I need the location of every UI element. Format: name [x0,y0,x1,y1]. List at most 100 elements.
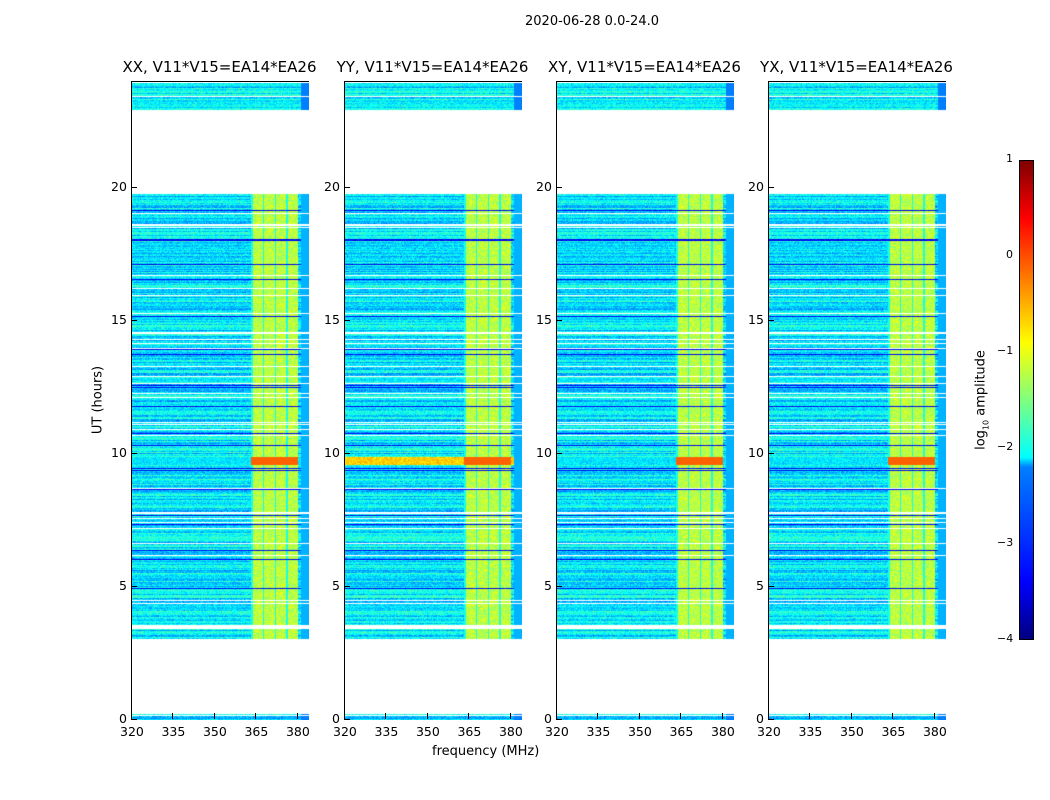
waterfall-panel-2 [556,81,734,720]
x-tick-mark [933,713,935,719]
x-tick-label: 335 [798,724,823,739]
y-tick-label: 10 [324,445,340,461]
heatmap-image [557,82,734,720]
x-tick-label: 350 [415,724,440,739]
y-tick-label: 0 [332,711,340,726]
colorbar-tick-label: 1 [1006,152,1013,165]
y-tick-label: 15 [536,312,552,328]
y-tick-label: 15 [111,312,127,328]
suptitle: 2020-06-28 0.0-24.0 [525,14,659,29]
heatmap-image [345,82,522,720]
y-tick-label: 10 [748,445,764,461]
panel-title: XY, V11*V15=EA14*EA26 [548,58,741,76]
y-tick-mark [556,586,562,588]
x-tick-label: 380 [922,724,947,739]
colorbar-tick-label: −1 [997,344,1014,357]
x-tick-mark [892,713,894,719]
waterfall-panel-3 [768,81,946,720]
y-tick-label: 20 [536,179,552,195]
x-tick-label: 365 [457,724,482,739]
x-tick-mark [809,713,811,719]
x-tick-label: 380 [285,724,310,739]
waterfall-panel-0 [131,81,309,720]
y-tick-label: 5 [332,578,340,594]
x-tick-label: 335 [374,724,399,739]
x-tick-label: 320 [120,724,144,739]
x-tick-label: 320 [757,724,781,739]
y-tick-label: 15 [324,312,340,328]
y-tick-label: 0 [544,711,552,726]
x-tick-mark [172,713,174,719]
x-tick-mark [556,713,557,719]
y-tick-mark [768,719,774,720]
x-tick-label: 380 [498,724,523,739]
y-tick-mark [344,453,350,455]
y-tick-label: 10 [536,445,552,461]
panel-title: YX, V11*V15=EA14*EA26 [760,58,953,76]
x-tick-mark [296,713,298,719]
y-tick-label: 20 [111,179,127,195]
heatmap-image [769,82,946,720]
x-tick-label: 350 [627,724,652,739]
colorbar-tick-label: −4 [997,632,1014,645]
x-tick-mark [721,713,723,719]
y-tick-label: 0 [756,711,764,726]
x-tick-label: 320 [545,724,569,739]
y-axis-label: UT (hours) [90,365,106,435]
y-tick-label: 10 [111,445,127,461]
y-tick-mark [131,320,137,322]
y-tick-label: 5 [756,578,764,594]
y-tick-mark [768,187,774,189]
x-tick-mark [213,713,215,719]
waterfall-panel-1 [344,81,522,720]
x-tick-mark [131,713,132,719]
y-tick-mark [556,187,562,189]
y-tick-mark [344,320,350,322]
x-tick-label: 365 [669,724,694,739]
y-tick-mark [131,719,137,720]
x-tick-mark [385,713,387,719]
y-tick-label: 20 [324,179,340,195]
x-tick-label: 365 [881,724,906,739]
x-tick-label: 335 [586,724,611,739]
x-tick-mark [426,713,428,719]
x-tick-mark [468,713,470,719]
y-tick-mark [131,453,137,455]
y-tick-mark [344,187,350,189]
x-tick-mark [255,713,257,719]
y-tick-mark [768,453,774,455]
y-tick-label: 20 [748,179,764,195]
x-tick-label: 350 [202,724,227,739]
x-tick-mark [850,713,852,719]
x-tick-label: 365 [244,724,269,739]
y-tick-mark [556,320,562,322]
x-tick-mark [597,713,599,719]
x-tick-mark [680,713,682,719]
y-tick-mark [131,586,137,588]
x-tick-mark [768,713,769,719]
x-axis-label: frequency (MHz) [432,744,540,759]
colorbar [1019,160,1034,640]
y-tick-mark [768,320,774,322]
y-tick-mark [131,187,137,189]
heatmap-image [132,82,309,720]
colorbar-tick-label: −2 [997,440,1014,453]
x-tick-label: 335 [161,724,186,739]
x-tick-label: 320 [333,724,357,739]
y-tick-mark [344,586,350,588]
x-tick-label: 380 [710,724,735,739]
y-tick-label: 0 [119,711,127,726]
y-tick-label: 15 [748,312,764,328]
y-tick-mark [768,586,774,588]
y-tick-mark [556,453,562,455]
colorbar-label: log10 amplitude [973,350,991,450]
colorbar-tick-label: 0 [1006,248,1013,261]
y-tick-mark [344,719,350,720]
y-tick-label: 5 [119,578,127,594]
panel-title: XX, V11*V15=EA14*EA26 [122,58,317,76]
colorbar-tick-label: −3 [997,536,1014,549]
x-tick-mark [509,713,511,719]
y-tick-mark [556,719,562,720]
x-tick-label: 350 [839,724,864,739]
